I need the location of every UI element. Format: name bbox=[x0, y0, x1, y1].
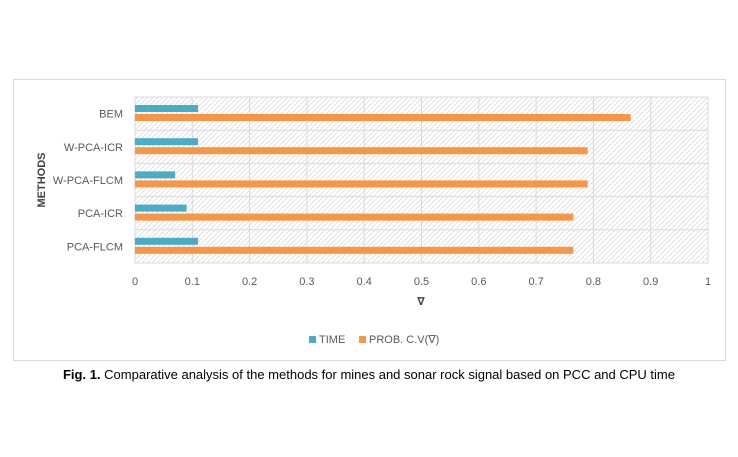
y-tick-label: BEM bbox=[99, 109, 123, 121]
bar-prob-bem bbox=[135, 114, 631, 121]
y-tick-label: PCA-ICR bbox=[78, 208, 123, 220]
bar-time-w-pca-icr bbox=[135, 138, 199, 146]
y-tick-label: W-PCA-FLCM bbox=[53, 175, 123, 187]
x-tick-label: 1 bbox=[705, 276, 711, 288]
bar-time-bem bbox=[135, 105, 199, 112]
bar-prob-pca-icr bbox=[135, 213, 574, 221]
caption-label: Fig. 1. bbox=[62, 367, 101, 382]
legend-label: PROB. C.V(∇) bbox=[369, 334, 439, 346]
bar-time-pca-flcm bbox=[135, 237, 199, 245]
x-tick-label: 0.8 bbox=[586, 276, 601, 288]
legend-swatch bbox=[359, 336, 366, 343]
y-tick-label: W-PCA-ICR bbox=[64, 142, 123, 154]
gridlines bbox=[134, 97, 709, 263]
caption-text: Comparative analysis of the methods for … bbox=[100, 367, 675, 382]
bar-prob-w-pca-flcm bbox=[135, 180, 588, 188]
bar-prob-pca-flcm bbox=[135, 246, 574, 254]
figure-caption: Fig. 1. Comparative analysis of the meth… bbox=[0, 367, 738, 382]
x-tick-label: 0.1 bbox=[185, 276, 200, 288]
bars-group bbox=[135, 105, 631, 254]
bar-time-pca-icr bbox=[135, 204, 187, 212]
x-tick-label: 0.6 bbox=[471, 276, 486, 288]
legend: TIME PROB. C.V(∇) bbox=[309, 334, 439, 346]
x-axis-title: ∇ bbox=[417, 296, 425, 308]
y-tick-label: PCA-FLCM bbox=[67, 241, 123, 253]
bar-prob-w-pca-icr bbox=[135, 147, 588, 155]
x-tick-label: 0.2 bbox=[242, 276, 257, 288]
x-tick-label: 0.3 bbox=[299, 276, 314, 288]
x-tick-label: 0.4 bbox=[357, 276, 372, 288]
legend-swatch bbox=[309, 336, 316, 343]
x-tick-label: 0.7 bbox=[528, 276, 543, 288]
y-axis-labels: BEM W-PCA-ICR W-PCA-FLCM PCA-ICR PCA-FLCM bbox=[53, 109, 123, 254]
x-tick-label: 0 bbox=[132, 276, 138, 288]
x-tick-label: 0.5 bbox=[414, 276, 429, 288]
x-tick-label: 0.9 bbox=[643, 276, 658, 288]
bar-time-w-pca-flcm bbox=[135, 171, 176, 179]
y-axis-title: METHODS bbox=[36, 153, 48, 208]
legend-label: TIME bbox=[319, 334, 345, 346]
x-axis-labels: 0 0.1 0.2 0.3 0.4 0.5 0.6 0.7 0.8 0.9 1 bbox=[132, 276, 711, 288]
